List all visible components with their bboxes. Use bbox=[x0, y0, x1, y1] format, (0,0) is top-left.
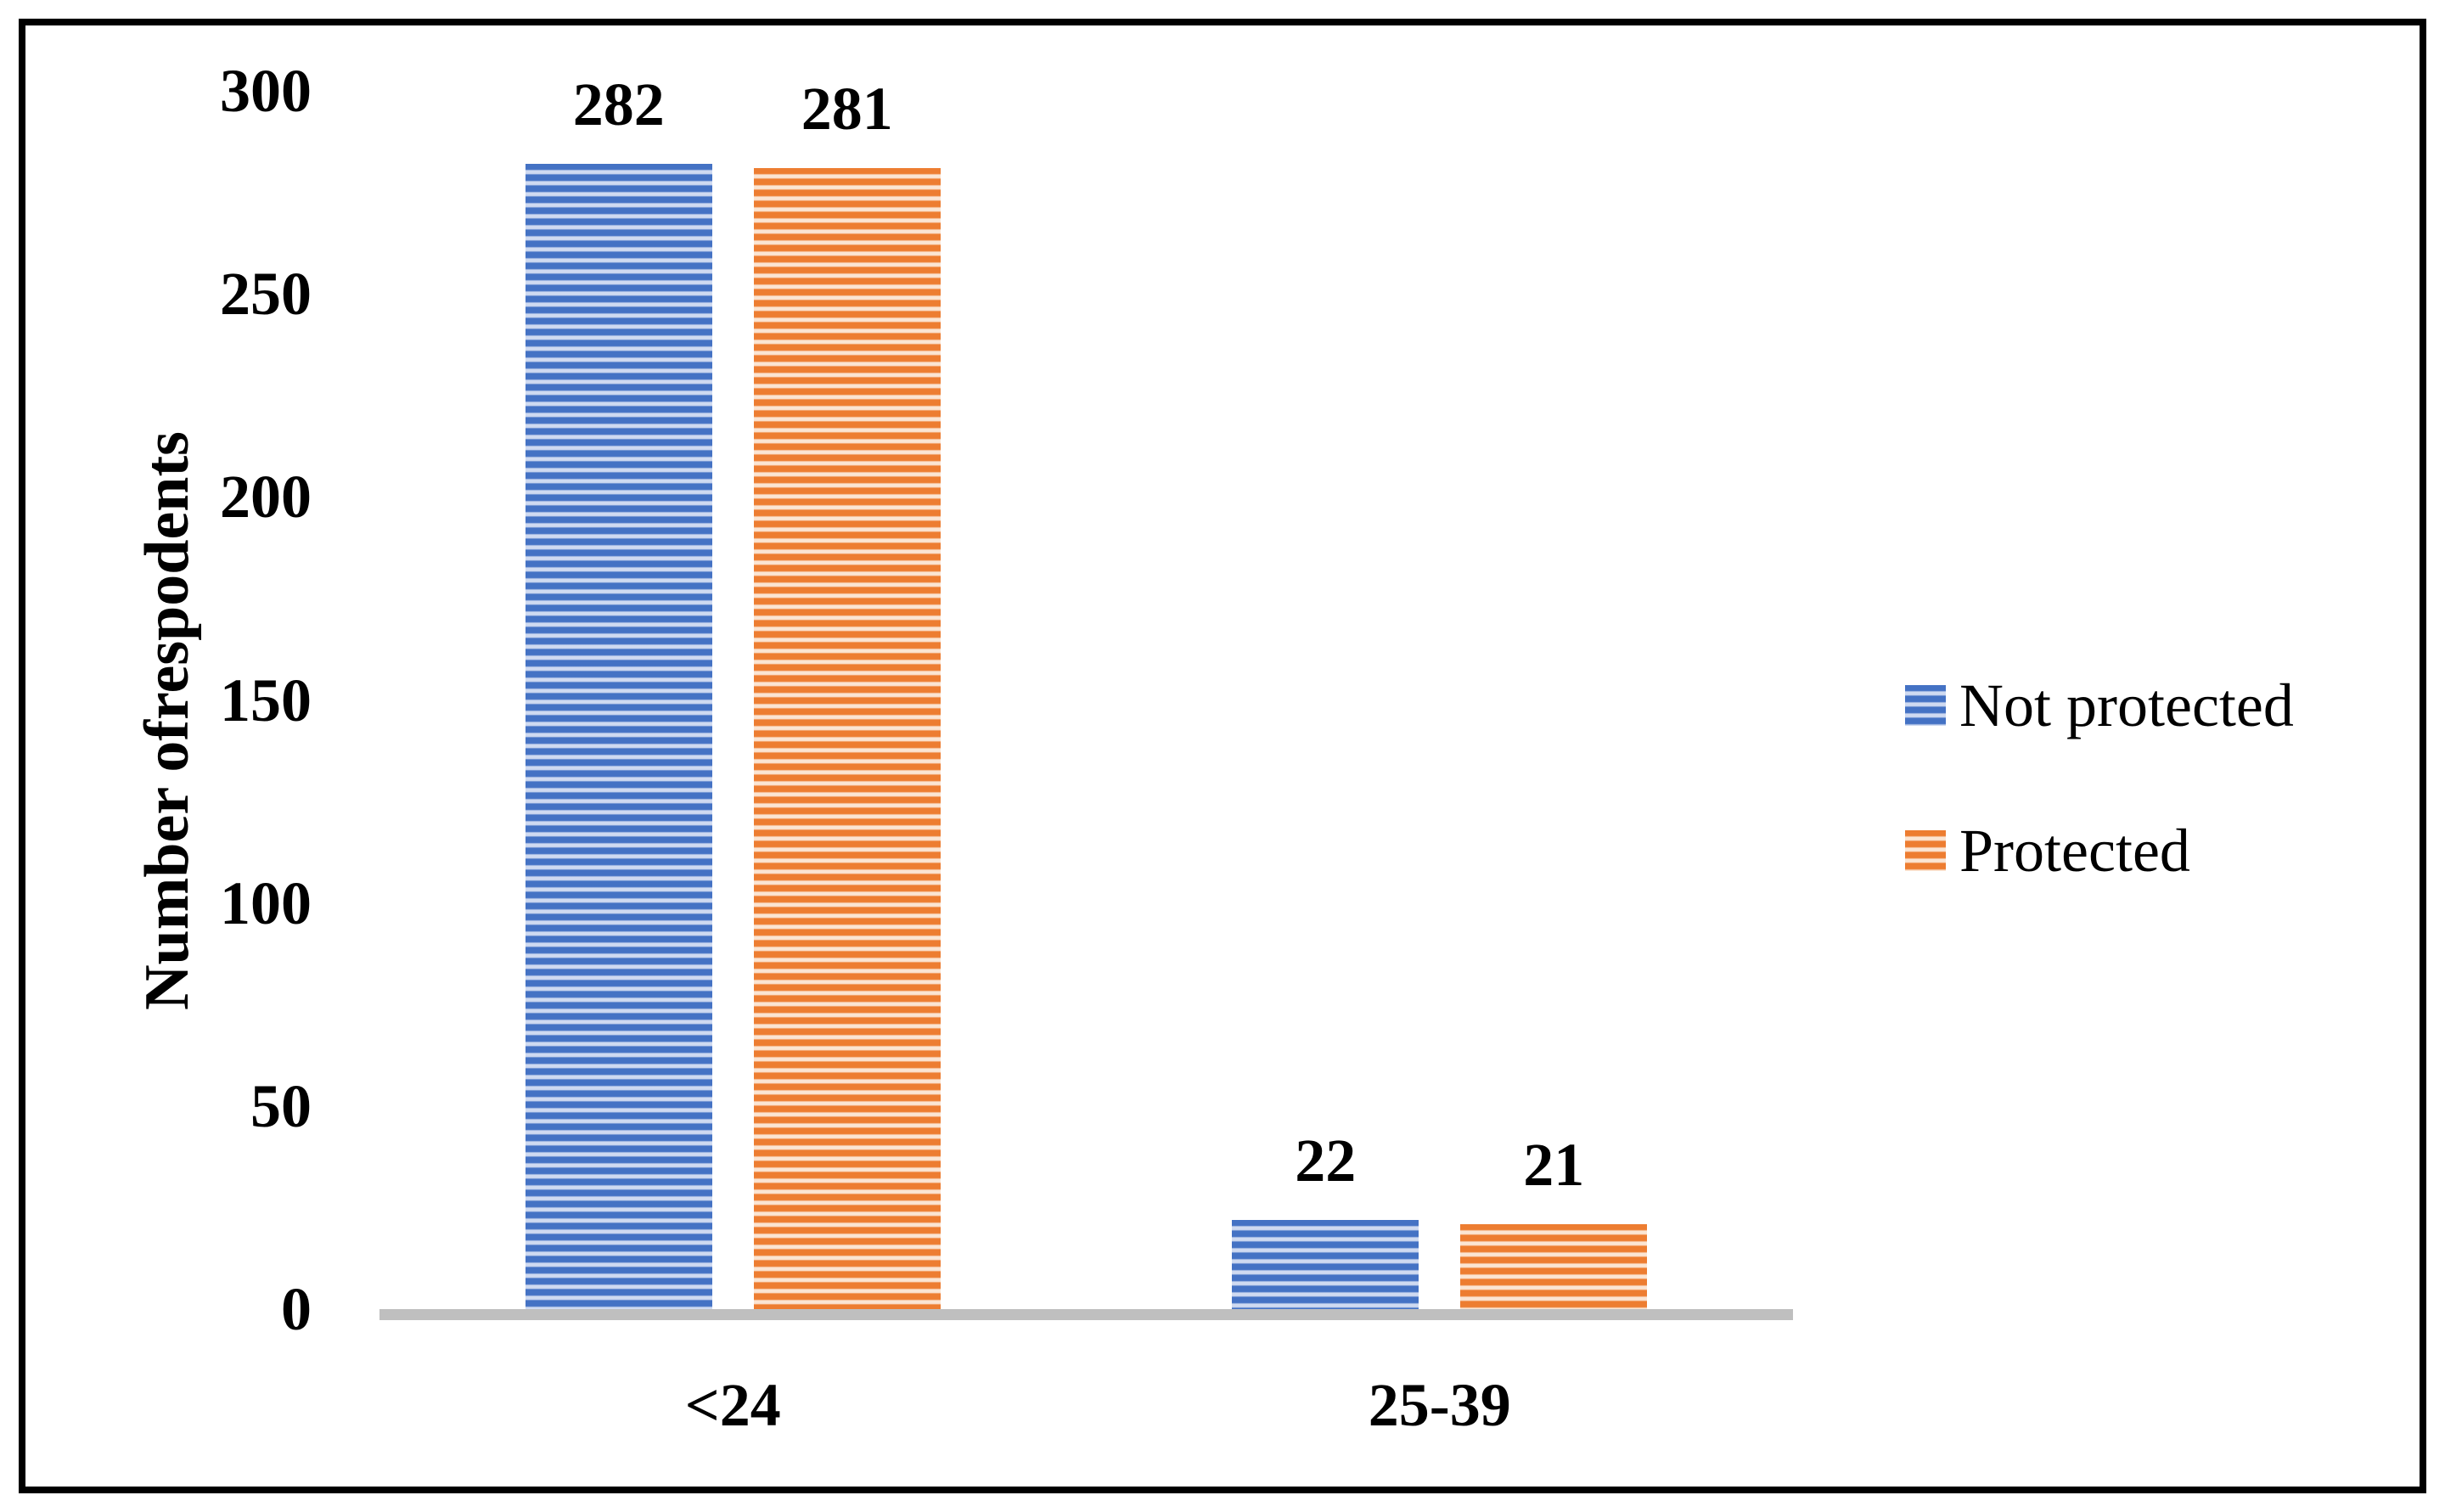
bar-protected-25-39 bbox=[1460, 1223, 1648, 1309]
bar-not-protected-<24 bbox=[525, 164, 712, 1309]
y-tick-label: 0 bbox=[281, 1275, 312, 1343]
legend-swatch-icon bbox=[1905, 830, 1946, 871]
bar-protected-<24 bbox=[753, 167, 941, 1309]
y-tick-label: 50 bbox=[250, 1071, 312, 1140]
bar-value-label: 22 bbox=[1295, 1126, 1357, 1194]
legend-label: Not protected bbox=[1959, 672, 2294, 739]
bar-value-label: 281 bbox=[801, 74, 893, 143]
y-tick-label: 150 bbox=[220, 666, 312, 734]
figure-border bbox=[19, 19, 2426, 1493]
x-category-label: 25-39 bbox=[1368, 1371, 1511, 1439]
bar-value-label: 21 bbox=[1523, 1130, 1585, 1199]
x-category-label: <24 bbox=[684, 1371, 781, 1439]
legend-label: Protected bbox=[1959, 817, 2190, 885]
y-tick-label: 300 bbox=[220, 57, 312, 125]
y-tick-label: 200 bbox=[220, 463, 312, 531]
legend-entry-protected: Protected bbox=[1905, 820, 2190, 881]
legend-swatch-icon bbox=[1905, 685, 1946, 726]
bar-not-protected-25-39 bbox=[1232, 1219, 1419, 1309]
legend-entry-not-protected: Not protected bbox=[1905, 675, 2294, 736]
y-tick-label: 250 bbox=[220, 260, 312, 329]
y-tick-label: 100 bbox=[220, 868, 312, 937]
x-axis-line bbox=[379, 1309, 1793, 1320]
bar-value-label: 282 bbox=[572, 70, 665, 139]
